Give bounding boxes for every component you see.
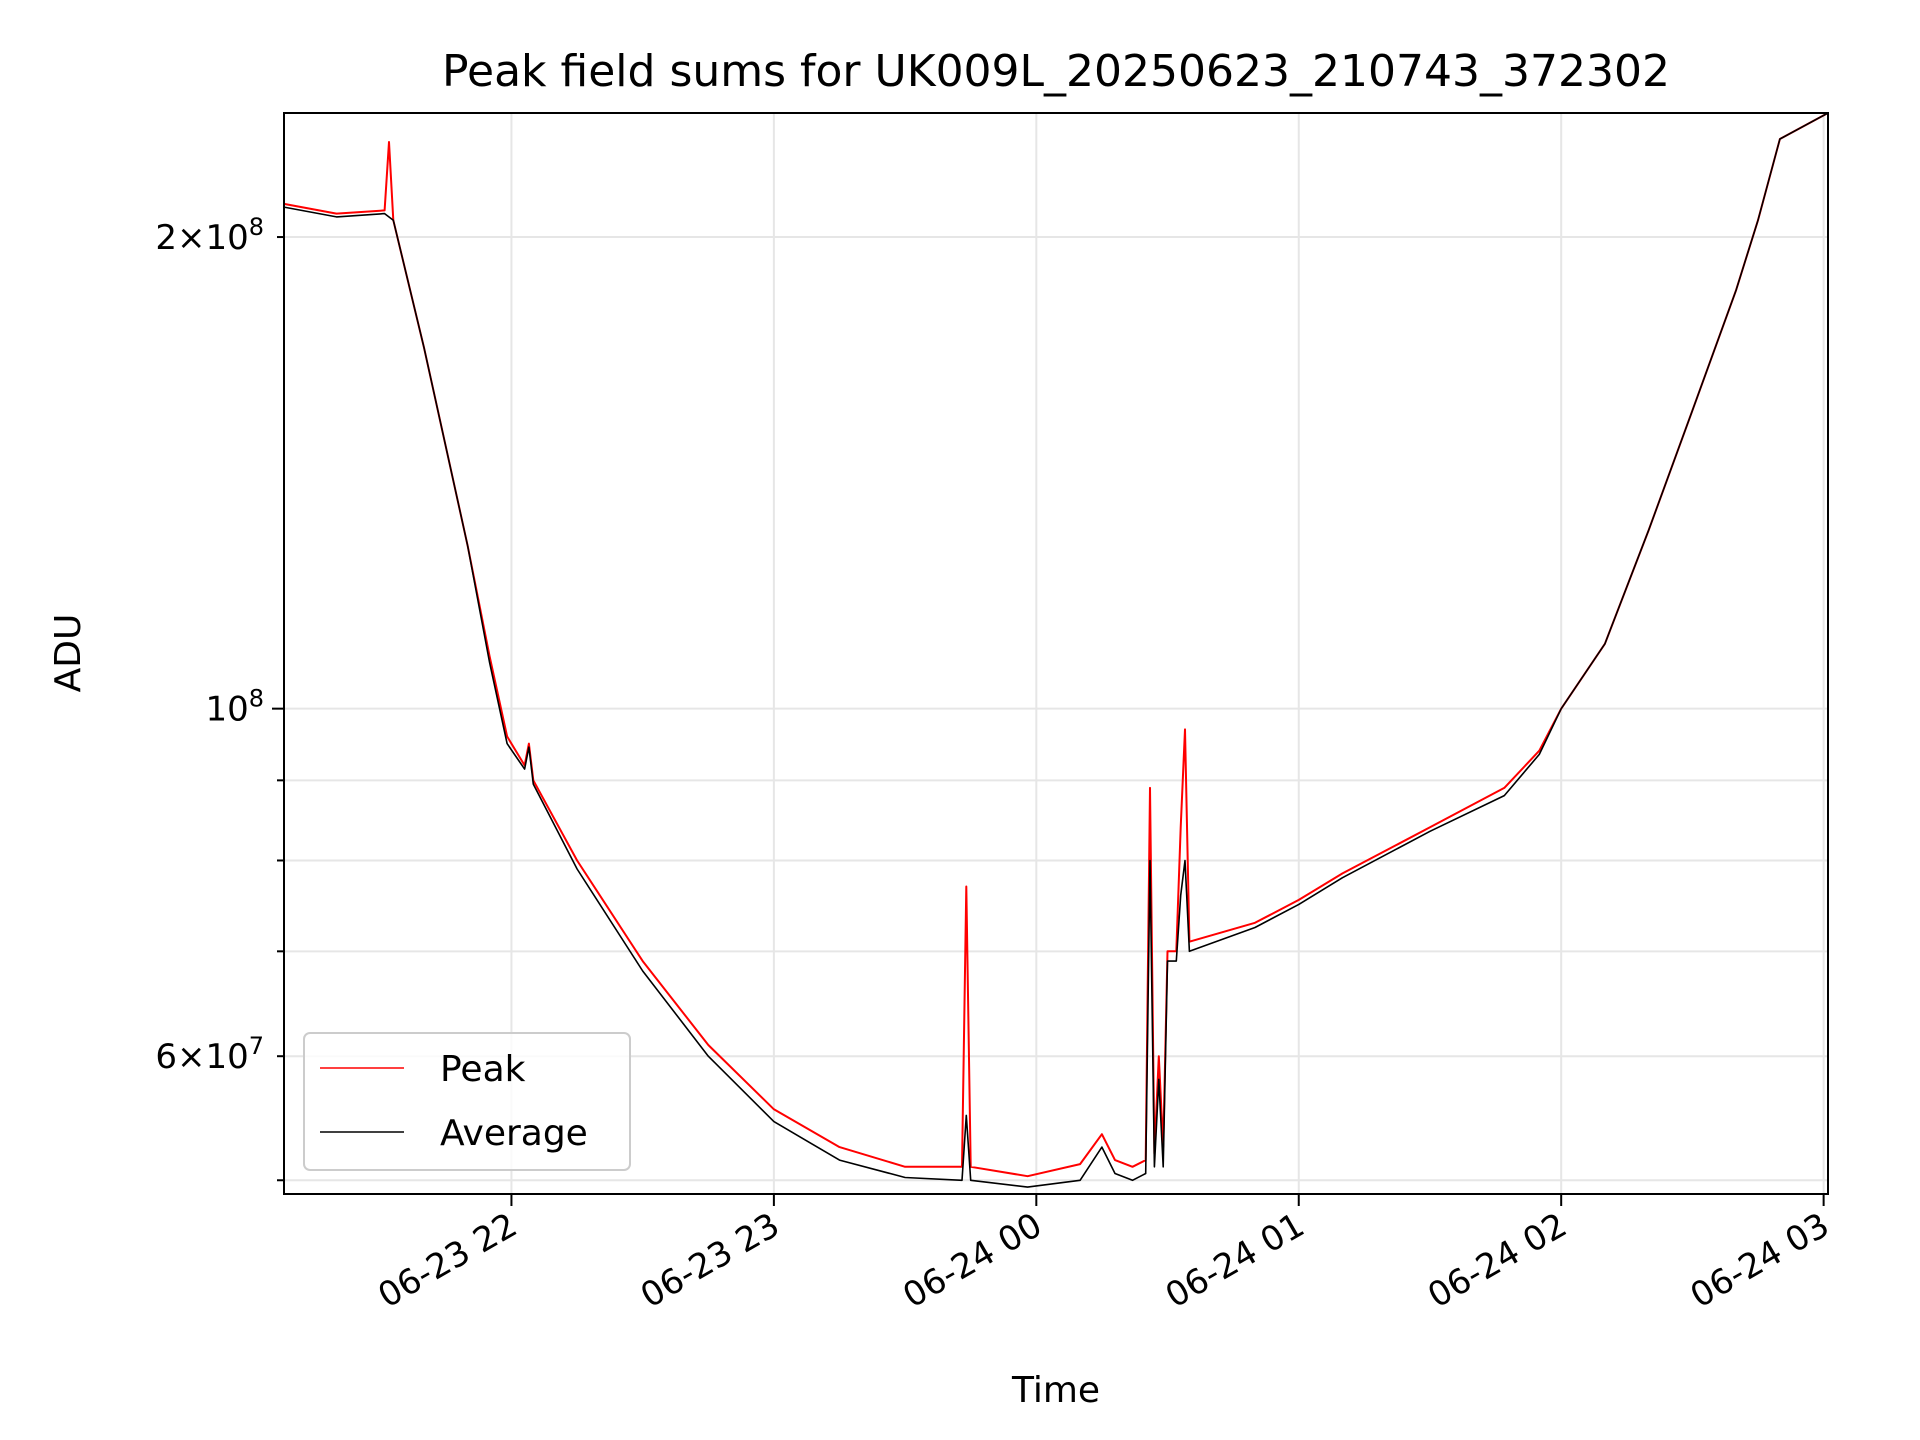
legend-label-average: Average [440,1113,588,1154]
y-axis: 108 2×108 6×107 [155,213,284,1182]
y-tick-label: 6×107 [155,1032,264,1077]
chart-title: Peak field sums for UK009L_20250623_2107… [442,46,1670,97]
plot-area-frame [283,112,1829,1195]
y-tick-label: 108 [205,685,264,730]
series-line-peak [283,112,1829,1178]
x-axis-label: Time [1011,1370,1100,1411]
series-line-average [283,112,1829,1188]
legend: Peak Average [303,1032,631,1171]
grid-lines [284,113,1828,1194]
y-tick-label: 2×108 [155,213,264,258]
series-layer [283,112,1829,1188]
legend-label-peak: Peak [440,1049,526,1090]
y-axis-label: ADU [48,614,89,693]
